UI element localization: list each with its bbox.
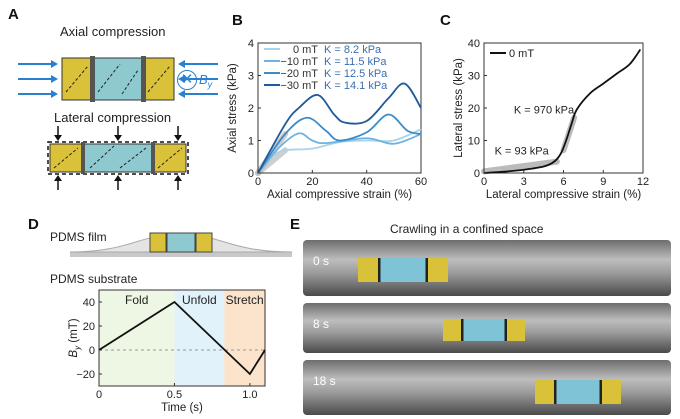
x-tick-label: 6 <box>560 176 566 188</box>
video-frame-18s: 18 s <box>303 360 671 415</box>
series-line <box>257 113 422 174</box>
legend-k-value: K = 11.5 kPa <box>324 56 387 68</box>
x-axis-label: Time (s) <box>161 402 203 414</box>
region-label: Unfold <box>182 293 217 307</box>
frame-time: 0 s <box>313 254 330 268</box>
legend-label: −10 mT <box>280 56 318 68</box>
arrow-icon <box>18 60 218 98</box>
legend-label: −30 mT <box>280 80 318 92</box>
legend-k-value: K = 12.5 kPa <box>324 68 388 80</box>
x-tick-label: 20 <box>306 176 318 188</box>
lateral-arrow-icon <box>54 126 182 190</box>
panel-a-diagram <box>18 56 218 190</box>
annotation-k-high: K = 970 kPa <box>514 105 575 117</box>
y-tick-label: 0 <box>248 168 254 180</box>
panel-label-c: C <box>440 12 451 29</box>
plot-frame <box>98 289 266 387</box>
x-tick-label: 0 <box>96 389 102 401</box>
x-tick-label: 9 <box>600 176 606 188</box>
axial-device <box>61 56 175 102</box>
field-label: By <box>199 72 212 90</box>
lateral-compression-label: Lateral compression <box>54 110 172 125</box>
x-tick-label: 1.0 <box>242 389 257 401</box>
y-tick-label: 20 <box>83 321 95 333</box>
legend-k-value: K = 14.1 kPa <box>324 80 388 92</box>
series-line <box>98 300 266 376</box>
region-unfold <box>174 290 225 386</box>
legend-label: 0 mT <box>293 44 318 56</box>
video-frame-8s: 8 s <box>303 303 671 353</box>
legend-k-value: K = 8.2 kPa <box>324 44 382 56</box>
y-axis-label: Axial stress (kPa) <box>227 63 239 153</box>
panel-label-e: E <box>290 216 301 233</box>
region-fold <box>99 290 175 386</box>
frame-time: 8 s <box>313 317 330 331</box>
into-page-field-icon: ✕ <box>177 70 197 90</box>
pdms-diagram <box>69 232 293 257</box>
series-line <box>483 48 642 174</box>
region-label: Stretch <box>226 293 264 307</box>
y-tick-label: 10 <box>468 136 480 148</box>
x-tick-label: 60 <box>415 176 427 188</box>
y-tick-label: 1 <box>248 136 254 148</box>
robot <box>535 380 621 404</box>
y-tick-label: 3 <box>248 71 254 83</box>
y-axis-label: Lateral stress (kPa) <box>453 58 465 158</box>
y-label-unit: (mT) <box>68 318 80 346</box>
field-symbol: B <box>199 72 208 87</box>
y-axis-label: By (mT) <box>68 318 82 357</box>
pdms-substrate <box>70 252 292 257</box>
x-tick-label: 0 <box>255 176 261 188</box>
x-tick-label: 12 <box>637 176 649 188</box>
robot <box>358 258 448 282</box>
frame-time: 18 s <box>313 374 336 388</box>
pdms-substrate-label: PDMS substrate <box>50 272 138 286</box>
series-line <box>257 82 422 174</box>
y-tick-label: 40 <box>83 297 95 309</box>
x-tick-label: 3 <box>521 176 527 188</box>
y-tick-label: −20 <box>76 369 95 381</box>
y-tick-label: 20 <box>468 103 480 115</box>
y-label-sub: y <box>73 345 82 351</box>
series-line <box>257 132 422 174</box>
x-axis-label: Axial compressive strain (%) <box>267 189 412 201</box>
x-axis-label: Lateral compressive strain (%) <box>486 189 641 201</box>
y-tick-label: 40 <box>468 38 480 50</box>
axial-compression-label: Axial compression <box>60 24 166 39</box>
video-frame-0s: 0 s <box>303 240 671 296</box>
panel-e-title: Crawling in a confined space <box>390 222 544 236</box>
y-tick-label: 30 <box>468 71 480 83</box>
panel-label-a: A <box>8 6 19 23</box>
panel-label-d: D <box>28 216 39 233</box>
region-label: Fold <box>125 293 148 307</box>
x-tick-label: 40 <box>361 176 373 188</box>
panel-label-b: B <box>232 12 243 29</box>
x-tick-label: 0 <box>481 176 487 188</box>
x-tick-label: 0.5 <box>167 389 182 401</box>
lateral-device <box>47 141 189 175</box>
y-label-symbol: B <box>68 350 80 358</box>
legend-label: 0 mT <box>509 48 534 60</box>
pdms-film-label: PDMS film <box>50 230 107 244</box>
fit-line <box>481 158 560 175</box>
y-tick-label: 0 <box>89 345 95 357</box>
robot <box>443 319 525 341</box>
y-tick-label: 0 <box>474 168 480 180</box>
field-subscript: y <box>207 79 213 90</box>
y-tick-label: 2 <box>248 103 254 115</box>
annotation-k-low: K = 93 kPa <box>495 145 550 157</box>
y-tick-label: 4 <box>248 38 254 50</box>
legend-label: −20 mT <box>280 68 318 80</box>
